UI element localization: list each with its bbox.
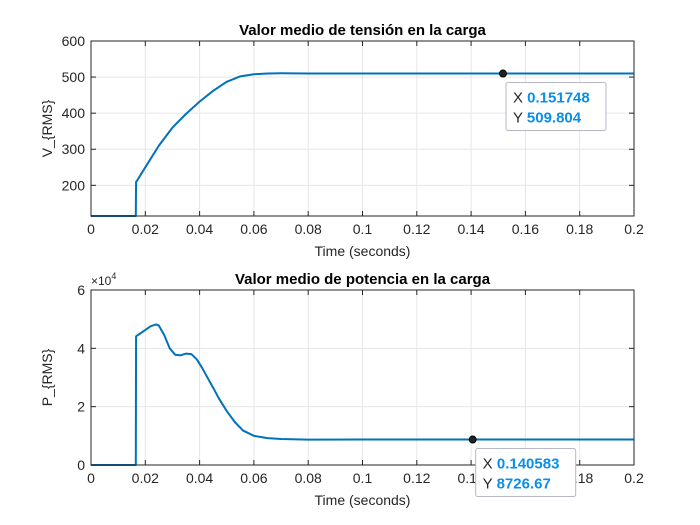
x-tick-label: 0.08 (295, 221, 322, 237)
x-tick-label: 0.12 (403, 221, 430, 237)
x-tick-label: 0.1 (353, 470, 373, 486)
y-tick-label: 2 (77, 399, 85, 415)
x-tick-label: 0.18 (566, 221, 593, 237)
x-axis-label: Time (seconds) (315, 243, 411, 259)
x-tick-label: 0.1 (353, 221, 373, 237)
datatip-marker[interactable] (498, 69, 507, 78)
chart-2: 00.020.040.060.080.10.120.140.160.180.20… (39, 271, 644, 508)
y-tick-label: 4 (77, 340, 85, 356)
chart-1: 0 0.02 0.04 0.06 0.08 0.1 0.12 0.14 0.16 0.18 0.2 2… (39, 22, 644, 259)
chart-title: Valor medio de potencia en la carga (235, 271, 491, 288)
datatip-marker[interactable] (468, 435, 477, 444)
x-tick-label: 0.04 (186, 470, 213, 486)
datatip-y-text: Y 509.804 (513, 110, 582, 127)
x-tick-label: 0.06 (240, 221, 267, 237)
y-tick-label: 200 (62, 177, 86, 193)
x-tick-label: 0.2 (624, 221, 644, 237)
y-tick-label: 0 (77, 457, 85, 473)
datatip-y-text: Y 8726.67 (483, 476, 551, 493)
series-line-1 (91, 72, 634, 217)
x-axis-label: Time (seconds) (315, 492, 411, 508)
y-tick-label: 400 (62, 105, 86, 121)
x-tick-label: 0.06 (240, 470, 267, 486)
x-tick-label: 0.14 (457, 221, 484, 237)
y-tick-label: 6 (77, 282, 85, 298)
x-tick-label: 0.16 (512, 221, 539, 237)
datatip-x-text: X 0.151748 (513, 90, 590, 107)
x-tick-label: 0.12 (403, 470, 430, 486)
y-axis-label: P_{RMS} (39, 348, 55, 406)
y-tick-label: 600 (62, 33, 86, 49)
datatip-box (505, 82, 607, 132)
datatip-box (475, 448, 577, 498)
y-tick-label: 300 (62, 141, 86, 157)
x-tick-label: 0.02 (132, 221, 159, 237)
x-tick-label: 0.02 (132, 470, 159, 486)
x-tick-label: 0.04 (186, 221, 213, 237)
chart-title: Valor medio de tensión en la carga (239, 22, 486, 39)
x-tick-label: 0 (87, 221, 95, 237)
x-tick-label: 0 (87, 470, 95, 486)
x-tick-label: 0.08 (295, 470, 322, 486)
datatip-x-text: X 0.140583 (483, 456, 560, 473)
y-axis-label: V_{RMS} (39, 99, 55, 157)
y-tick-label: 500 (62, 69, 86, 85)
series-line-1 (91, 323, 634, 466)
x-tick-label: 0.2 (624, 470, 644, 486)
y-exponent-label: ×104 (91, 271, 116, 288)
